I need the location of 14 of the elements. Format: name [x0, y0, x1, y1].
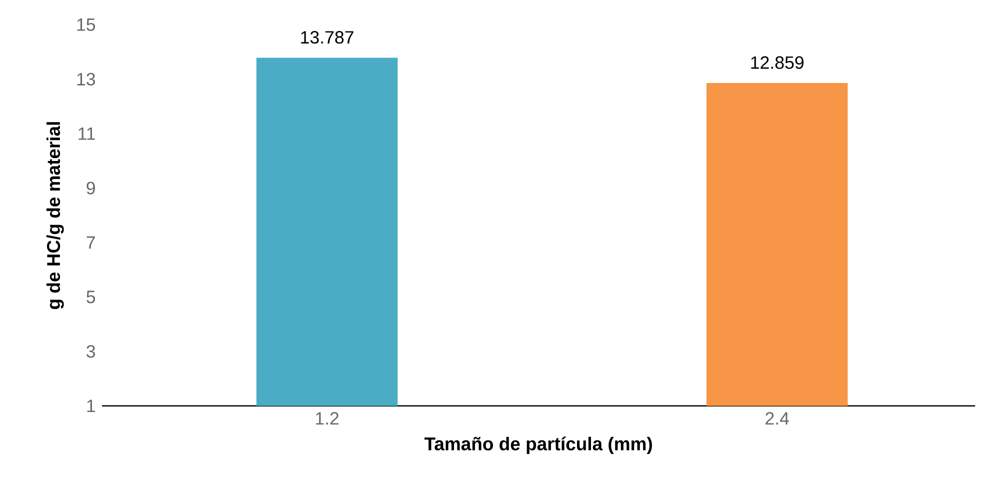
y-tick-label: 13: [77, 72, 95, 86]
y-axis-title: g de HC/g de material: [46, 122, 64, 309]
y-tick-label: 9: [86, 182, 95, 194]
x-tick-label: 2.4: [766, 412, 789, 424]
x-tick-label: 1.2: [316, 412, 339, 424]
y-tick-label: 3: [86, 345, 95, 358]
y-tick-label: 1: [87, 400, 95, 412]
x-axis-title: Tamaño de partícula (mm): [424, 436, 652, 454]
data-label: 13.787: [301, 30, 354, 44]
y-tick-label: 15: [77, 18, 96, 31]
data-label: 12.859: [751, 56, 804, 69]
y-tick-label: 7: [86, 236, 95, 249]
y-tick-label: 5: [86, 290, 96, 304]
y-tick-label: 11: [78, 127, 95, 140]
